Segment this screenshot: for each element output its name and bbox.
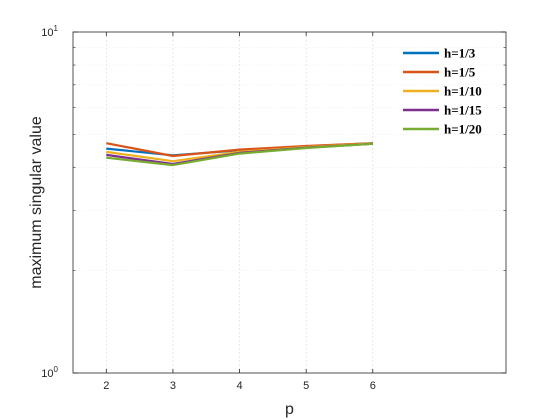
legend: h=1/3 h=1/5 h=1/10 h=1/15 h=1/20	[403, 46, 482, 137]
x-tick-label: 4	[236, 380, 242, 392]
series-line	[106, 142, 373, 167]
y-tick-base: 10	[41, 27, 53, 39]
y-tick-exponent: 1	[54, 24, 59, 33]
y-tick-label: 101	[41, 24, 58, 39]
x-tick-label: 6	[370, 380, 376, 392]
plot-lines	[106, 142, 373, 167]
y-tick-label: 100	[41, 365, 58, 380]
y-tick-base: 10	[41, 368, 53, 380]
y-axis-label: maximum singular value	[28, 116, 45, 289]
legend-label: h=1/15	[444, 103, 482, 118]
x-tick-label: 2	[103, 380, 109, 392]
grid	[73, 32, 506, 373]
x-tick-label: 3	[170, 380, 176, 392]
y-tick-exponent: 0	[54, 365, 59, 374]
legend-label: h=1/3	[444, 46, 476, 61]
legend-label: h=1/5	[444, 65, 476, 80]
legend-label: h=1/20	[444, 122, 482, 137]
plot-area-frame	[72, 31, 507, 374]
x-axis-label: p	[285, 401, 294, 418]
legend-label: h=1/10	[444, 84, 482, 99]
x-tick-label: 5	[303, 380, 309, 392]
